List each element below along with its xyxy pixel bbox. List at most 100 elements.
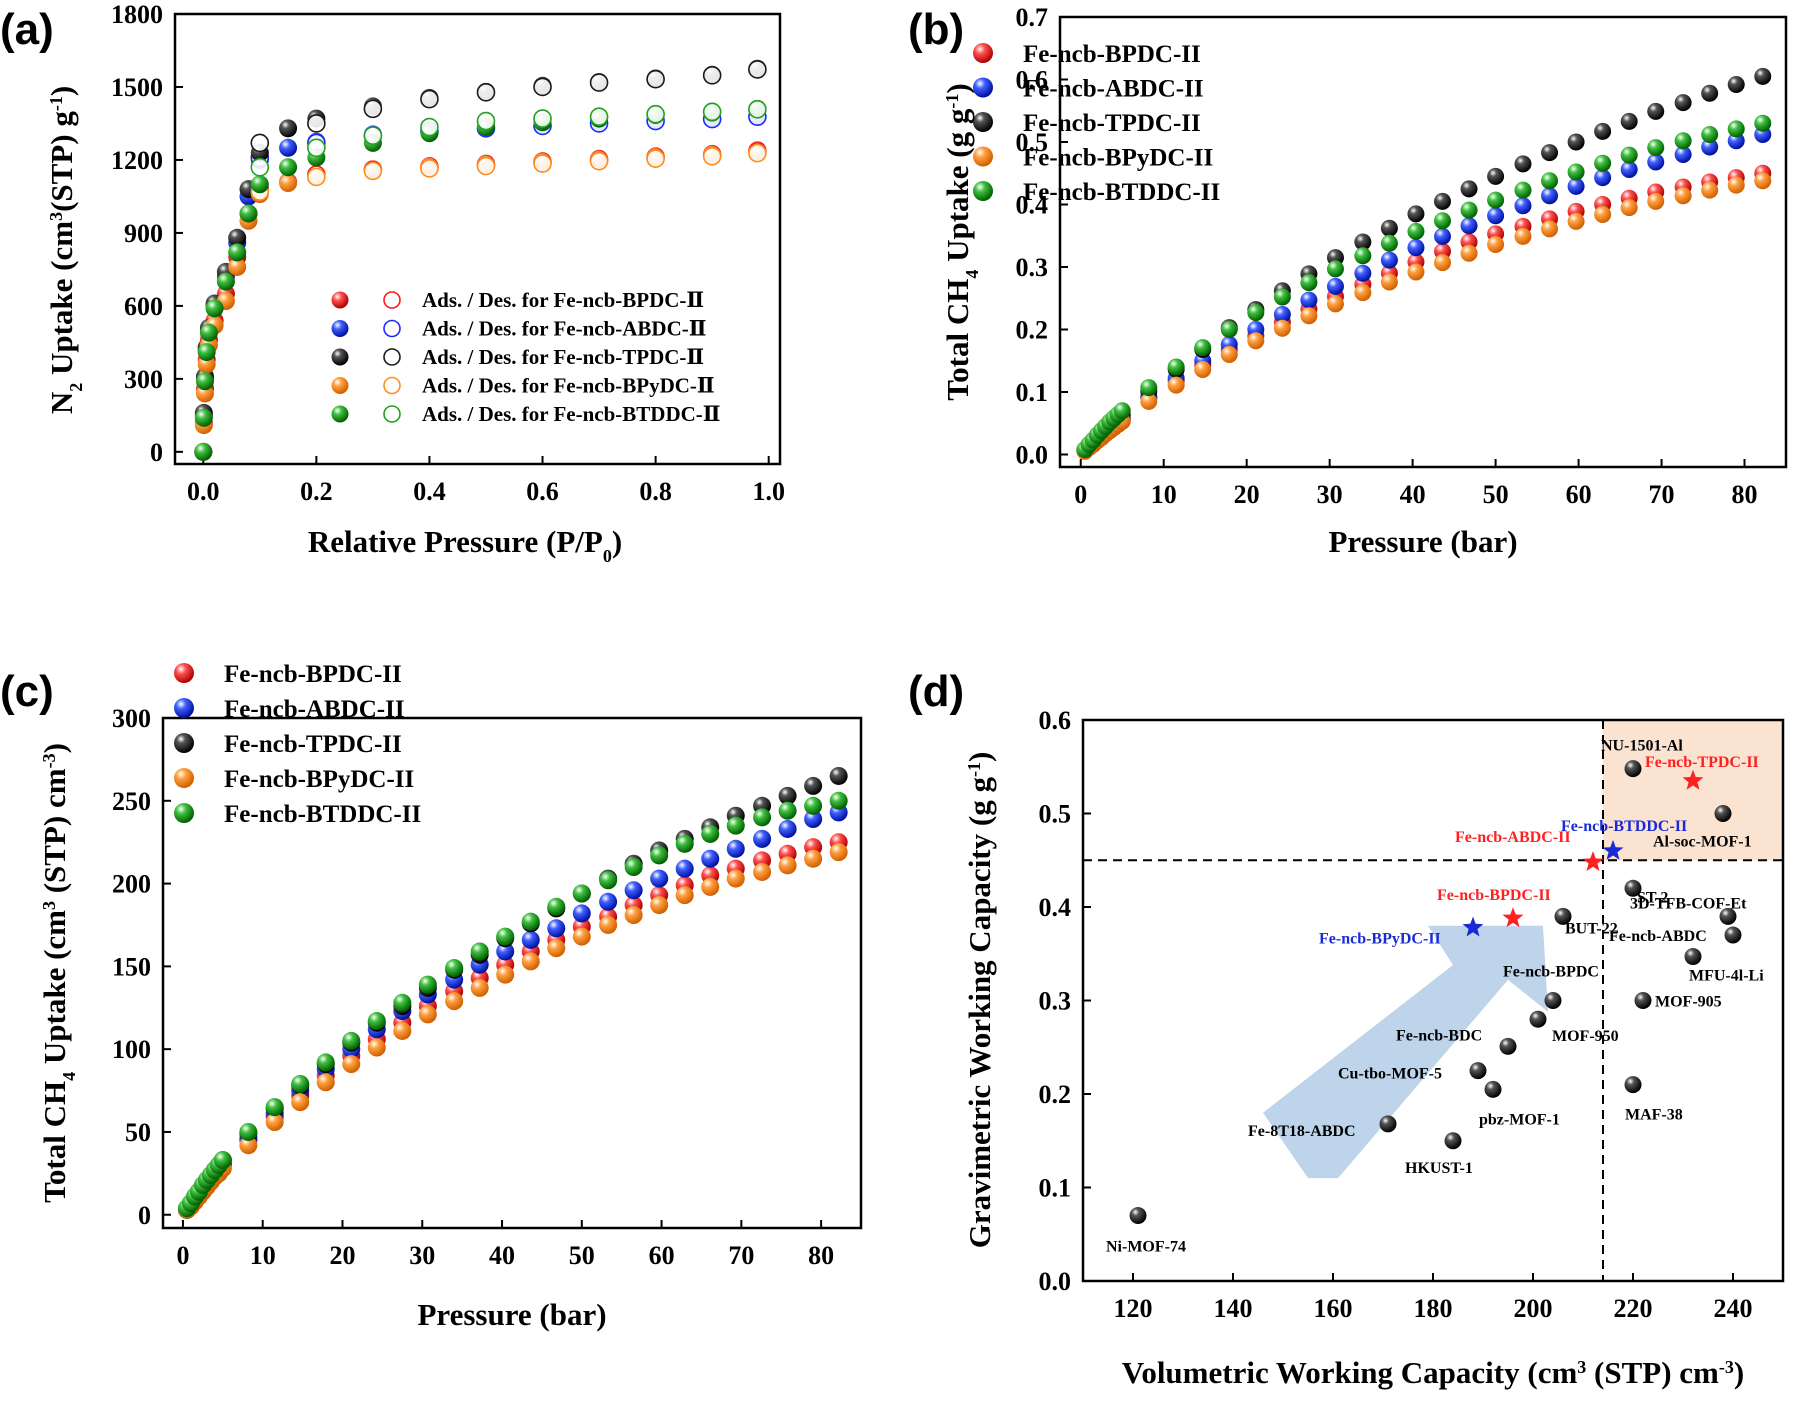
legend-marker: [973, 43, 993, 63]
mof-point-label: Al-soc-MOF-1: [1653, 834, 1752, 851]
adsorption-point-BTDDC: [250, 175, 269, 194]
desorption-point-TPDC: [307, 114, 326, 133]
desorption-point-TPDC: [420, 89, 439, 109]
plot-d-marks: NU-1501-Al Al-soc-MOF-1 ST-23D-TFB-COF-Et F…: [1083, 720, 1783, 1281]
mof-point: [1379, 1115, 1397, 1133]
legend-label: Ads. / Des. for Fe-ncb-TPDC-Ⅱ: [422, 345, 704, 369]
data-point-TPDC: [804, 776, 823, 795]
mof-point: [1554, 907, 1572, 925]
mof-point-label: Cu-tbo-MOF-5: [1338, 1066, 1442, 1083]
data-point-BPyDC: [572, 927, 591, 946]
plot-b-y-axis-title: Total CH4 Uptake (g g-1): [940, 83, 982, 400]
legend-marker: [973, 181, 993, 201]
y-tick-label: 300: [112, 704, 151, 733]
data-point-BTDDC: [445, 959, 464, 978]
legend-marker: [973, 112, 993, 132]
mof-point: [1544, 992, 1562, 1009]
data-point-BTDDC: [265, 1098, 284, 1117]
plot-b-ticks: 0 10 20 30 40 50 60 70 80 0.0 0.1 0.2 0.3 0.4 0.5 0.6 0.…: [1016, 3, 1758, 509]
mof-point: [1529, 1010, 1547, 1028]
desorption-point-BPyDC: [476, 156, 496, 176]
data-point-BTDDC: [1674, 132, 1692, 150]
y-tick-label: 0.2: [1016, 316, 1049, 345]
y-tick-label: 250: [112, 787, 151, 816]
data-point-BPyDC: [445, 992, 464, 1011]
data-point-BTDDC: [1140, 379, 1158, 397]
data-point-TPDC: [1407, 205, 1425, 223]
legend-desorption-marker: [383, 291, 401, 309]
data-point-ABDC: [521, 930, 540, 949]
data-point-BTDDC: [572, 884, 591, 903]
mof-point-label: Fe-ncb-BDC: [1396, 1027, 1482, 1044]
y-tick-label: 0.4: [1016, 191, 1049, 220]
data-point-ABDC: [624, 881, 643, 900]
adsorption-point-BTDDC: [216, 272, 235, 291]
x-tick-label: 0: [1074, 480, 1087, 509]
data-point-BPyDC: [342, 1055, 361, 1074]
desorption-point-BPyDC: [420, 159, 439, 178]
data-point-TPDC: [1433, 192, 1451, 210]
data-point-TPDC: [1380, 219, 1398, 237]
y-tick-label: 0.1: [1016, 378, 1049, 407]
y-tick-label: 900: [124, 219, 163, 248]
adsorption-point-TPDC: [279, 119, 298, 138]
data-point-TPDC: [1620, 112, 1638, 130]
y-tick-label: 0: [150, 438, 163, 467]
legend-adsorption-marker: [331, 320, 349, 337]
legend-desorption-marker: [383, 348, 401, 366]
data-point-BTDDC: [1194, 339, 1212, 357]
y-tick-label: 0: [138, 1201, 151, 1230]
x-tick-label: 70: [1649, 480, 1675, 509]
mof-point-label: Fe-8T18-ABDC: [1248, 1123, 1356, 1140]
data-point-BPyDC: [470, 978, 489, 997]
mof-point-label: Ni-MOF-74: [1106, 1239, 1186, 1256]
x-tick-label: 160: [1314, 1294, 1353, 1323]
plot-b-x-axis-title: Pressure (bar): [1328, 524, 1517, 559]
adsorption-point-BTDDC: [205, 299, 224, 318]
trend-arrow-shape: [1263, 925, 1548, 1179]
panel-b: (b) 0 10 20 30 40 50 60 70 800.00.10.20.30.40.50…: [908, 3, 1788, 559]
legend-desorption-marker: [383, 376, 401, 395]
y-tick-label: 0.0: [1016, 441, 1049, 470]
x-tick-label: 180: [1414, 1294, 1453, 1323]
data-point-TPDC: [1514, 155, 1532, 173]
data-point-ABDC: [701, 849, 720, 868]
data-point-BTDDC: [1433, 212, 1451, 230]
plot-c-frame: [161, 716, 863, 1230]
data-point-BTDDC: [418, 975, 437, 994]
desorption-point-BTDDC: [702, 102, 722, 122]
desorption-point-BPyDC: [589, 151, 609, 171]
x-tick-label: 0: [176, 1241, 189, 1270]
data-point-BPyDC: [599, 915, 618, 934]
data-point-BPyDC: [1541, 220, 1559, 238]
data-point-ABDC: [1380, 251, 1398, 269]
data-point-BTDDC: [213, 1151, 232, 1170]
plot-c-legend: Fe-ncb-BPDC-II Fe-ncb-ABDC-II Fe-ncb-TPDC-…: [174, 661, 421, 828]
plot-d-highlight-region: [1603, 720, 1783, 861]
mof-point-label: HKUST-1: [1405, 1160, 1473, 1177]
data-point-BTDDC: [753, 808, 772, 827]
data-point-BPyDC: [496, 965, 515, 984]
data-point-BTDDC: [1273, 288, 1291, 306]
x-tick-label: 60: [649, 1241, 675, 1270]
legend-label: Ads. / Des. for Fe-ncb-ABDC-Ⅱ: [422, 317, 706, 341]
data-point-BPyDC: [726, 869, 745, 888]
data-point-ABDC: [1594, 169, 1612, 187]
plot-a-marks: [194, 59, 767, 461]
data-point-BTDDC: [1220, 321, 1238, 338]
data-point-ABDC: [1541, 187, 1559, 205]
desorption-point-BTDDC: [646, 104, 665, 124]
mof-point-label: NU-1501-Al: [1601, 738, 1683, 755]
mof-point-label: pbz-MOF-1: [1479, 1111, 1560, 1128]
data-point-ABDC: [804, 810, 823, 829]
x-tick-label: 80: [808, 1241, 834, 1270]
data-point-BPyDC: [239, 1136, 258, 1155]
highlight-star-label: Fe-ncb-BPDC-II: [1437, 887, 1551, 904]
x-tick-label: 50: [569, 1241, 595, 1270]
data-point-BPyDC: [1167, 376, 1185, 394]
data-point-ABDC: [1433, 227, 1451, 245]
desorption-point-TPDC: [250, 133, 270, 153]
data-point-TPDC: [1567, 133, 1585, 151]
y-tick-label: 300: [124, 365, 163, 394]
legend-label: Fe-ncb-BPyDC-II: [1023, 145, 1213, 172]
